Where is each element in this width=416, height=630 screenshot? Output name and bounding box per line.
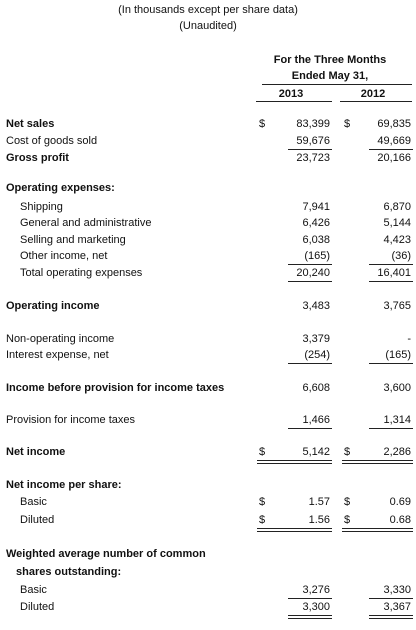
rule	[288, 264, 332, 265]
currency-symbol: $	[344, 496, 351, 508]
rule	[342, 528, 413, 532]
rule	[340, 101, 412, 102]
row-label: General and administrative	[20, 217, 152, 229]
currency-symbol: $	[259, 496, 266, 508]
cell-value: 59,676	[296, 135, 330, 147]
header-line: (In thousands except per share data)	[118, 4, 298, 16]
cell-value: 20,166	[377, 152, 411, 164]
rule	[369, 363, 413, 364]
row-label: Provision for income taxes	[6, 414, 135, 426]
currency-symbol: $	[259, 118, 266, 130]
rule	[288, 281, 332, 282]
rule	[288, 428, 332, 429]
cell-value: 6,426	[302, 217, 330, 229]
currency-symbol: $	[344, 514, 351, 526]
column-header: Ended May 31,	[291, 70, 369, 82]
cell-value: 20,240	[296, 267, 330, 279]
row-label: Net income	[6, 446, 66, 458]
cell-value: (165)	[385, 349, 411, 361]
row-label: shares outstanding:	[16, 566, 122, 578]
rule	[257, 460, 332, 464]
rule	[369, 281, 413, 282]
cell-value: (165)	[304, 250, 330, 262]
row-label: Interest expense, net	[6, 349, 109, 361]
rule	[262, 84, 412, 85]
cell-value: 0.68	[389, 514, 411, 526]
cell-value: 3,367	[383, 601, 411, 613]
rule	[257, 528, 332, 532]
rule	[288, 149, 332, 150]
cell-value: 69,835	[377, 118, 411, 130]
cell-value: 49,669	[377, 135, 411, 147]
cell-value: 6,608	[302, 382, 330, 394]
cell-value: 3,330	[383, 584, 411, 596]
year-header: 2012	[360, 88, 386, 100]
currency-symbol: $	[344, 118, 351, 130]
cell-value: 3,483	[302, 300, 330, 312]
rule	[288, 363, 332, 364]
rule	[369, 428, 413, 429]
row-label: Diluted	[20, 601, 55, 613]
cell-value: 3,600	[383, 382, 411, 394]
cell-value: (36)	[391, 250, 411, 262]
row-label: Net sales	[6, 118, 55, 130]
rule	[288, 598, 332, 599]
cell-value: 6,038	[302, 234, 330, 246]
row-label: Basic	[20, 584, 47, 596]
cell-value: 23,723	[296, 152, 330, 164]
year-header: 2013	[278, 88, 304, 100]
row-label: Operating expenses:	[6, 182, 115, 194]
cell-value: 7,941	[302, 201, 330, 213]
currency-symbol: $	[344, 446, 351, 458]
cell-value: 1.56	[308, 514, 330, 526]
row-label: Shipping	[20, 201, 63, 213]
rule	[288, 615, 332, 619]
row-label: Gross profit	[6, 152, 69, 164]
rule	[369, 264, 413, 265]
row-label: Non-operating income	[6, 333, 115, 345]
currency-symbol: $	[259, 514, 266, 526]
row-label: Selling and marketing	[20, 234, 126, 246]
row-label: Diluted	[20, 514, 55, 526]
row-label: Operating income	[6, 300, 100, 312]
cell-value: (254)	[304, 349, 330, 361]
row-label: Income before provision for income taxes	[6, 382, 225, 394]
cell-value: 3,276	[302, 584, 330, 596]
cell-value: 1.57	[308, 496, 330, 508]
row-label: Basic	[20, 496, 47, 508]
rule	[369, 598, 413, 599]
cell-value: -	[407, 333, 411, 345]
rule	[369, 149, 413, 150]
cell-value: 3,300	[302, 601, 330, 613]
currency-symbol: $	[259, 446, 266, 458]
row-label: Cost of goods sold	[6, 135, 98, 147]
cell-value: 2,286	[383, 446, 411, 458]
column-header: For the Three Months	[273, 54, 387, 66]
cell-value: 5,142	[302, 446, 330, 458]
cell-value: 5,144	[383, 217, 411, 229]
cell-value: 16,401	[377, 267, 411, 279]
cell-value: 83,399	[296, 118, 330, 130]
cell-value: 6,870	[383, 201, 411, 213]
row-label: Net income per share:	[6, 479, 122, 491]
row-label: Weighted average number of common	[6, 548, 206, 560]
cell-value: 1,314	[383, 414, 411, 426]
cell-value: 4,423	[383, 234, 411, 246]
cell-value: 1,466	[302, 414, 330, 426]
row-label: Total operating expenses	[20, 267, 143, 279]
rule	[369, 615, 413, 619]
rule	[256, 101, 332, 102]
cell-value: 0.69	[389, 496, 411, 508]
header-line: (Unaudited)	[179, 20, 237, 32]
cell-value: 3,379	[302, 333, 330, 345]
rule	[342, 460, 413, 464]
row-label: Other income, net	[20, 250, 108, 262]
cell-value: 3,765	[383, 300, 411, 312]
